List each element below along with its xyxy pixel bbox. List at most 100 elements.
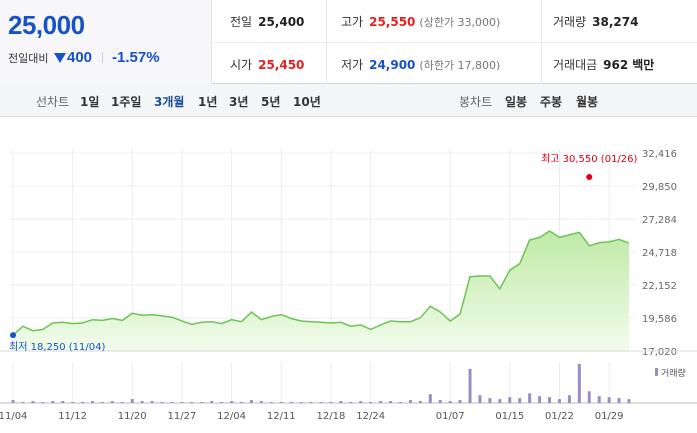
- divider: [212, 42, 697, 43]
- volume-bar: [567, 395, 571, 403]
- stat-unit: 백만: [632, 58, 655, 72]
- x-tick-label: 12/11: [267, 411, 296, 422]
- volume-bar: [150, 401, 154, 403]
- tab-1d[interactable]: 1일: [80, 95, 100, 109]
- x-tick-label: 11/04: [0, 411, 27, 422]
- volume-bar: [299, 402, 303, 403]
- volume-bar: [21, 402, 25, 403]
- y-tick-label: 19,586: [642, 314, 677, 325]
- volume-bar: [408, 400, 412, 403]
- stat-value: 25,550: [369, 15, 416, 29]
- low-marker: [10, 332, 16, 339]
- high-label: 최고 30,550 (01/26): [541, 153, 637, 165]
- volume-bar: [319, 402, 323, 403]
- volume-bar: [498, 399, 502, 403]
- volume-bar: [438, 400, 442, 403]
- stat-value: 25,450: [258, 58, 305, 72]
- volume-bar: [518, 398, 522, 403]
- volume-bar: [508, 397, 512, 403]
- stat-label: 전일: [230, 15, 253, 29]
- volume-bar: [240, 402, 244, 403]
- volume-bar: [428, 394, 432, 403]
- x-tick-label: 12/18: [317, 411, 346, 422]
- high-marker: [586, 173, 593, 180]
- volume-bar: [597, 396, 601, 403]
- change-amount: 400: [66, 49, 93, 66]
- volume-bar: [100, 402, 104, 403]
- low-label: 최저 18,250 (11/04): [9, 341, 105, 353]
- change-label: 전일대비: [8, 52, 49, 65]
- volume-bar: [31, 401, 35, 403]
- volume-bar: [170, 402, 174, 403]
- tab-5y[interactable]: 5년: [261, 95, 281, 109]
- tab-daily-candle[interactable]: 일봉: [505, 95, 528, 109]
- x-tick-label: 11/20: [118, 411, 147, 422]
- down-triangle-icon: [53, 53, 66, 63]
- x-tick-label: 11/12: [58, 411, 87, 422]
- volume-bar: [289, 402, 293, 403]
- volume-bar: [41, 402, 45, 403]
- volume-bar: [279, 402, 283, 403]
- tab-1w[interactable]: 1주일: [111, 95, 142, 109]
- divider: [101, 52, 103, 63]
- volume-bar: [180, 402, 184, 403]
- stat-label: 시가: [230, 58, 253, 72]
- y-tick-label: 17,020: [642, 347, 677, 358]
- stat-label: 거래량: [553, 15, 587, 29]
- volume-legend-label: 거래량: [661, 367, 686, 379]
- y-tick-label: 22,152: [642, 281, 677, 292]
- volume-bar: [369, 402, 373, 403]
- volume-bar: [329, 402, 333, 403]
- stat-label: 저가: [341, 58, 364, 72]
- price-chart: 32,416 29,850 27,284 24,718 22,152 19,586 17,0…: [0, 149, 697, 422]
- price-change: 전일대비 400 -1.57%: [8, 49, 160, 66]
- volume-bar: [359, 401, 363, 403]
- x-tick-label: 01/07: [436, 411, 465, 422]
- change-percent: -1.57%: [112, 49, 160, 66]
- volume-bar: [51, 401, 55, 403]
- volume-bar: [81, 402, 85, 403]
- volume-legend-swatch: [655, 368, 658, 376]
- stat-label: 고가: [341, 15, 364, 29]
- volume-bar: [617, 398, 621, 403]
- candle-chart-caption: 봉차트: [459, 95, 493, 109]
- quote-summary: 25,000 전일대비 400 -1.57% 전일 25,400 고가 25,550…: [0, 0, 697, 84]
- volume-bar: [548, 397, 552, 403]
- tab-weekly-candle[interactable]: 주봉: [540, 95, 563, 109]
- volume-bar: [190, 402, 194, 403]
- volume-bar: [110, 401, 114, 403]
- x-tick-label: 12/04: [217, 411, 246, 422]
- volume-bar: [120, 402, 124, 403]
- volume-bar: [339, 401, 343, 403]
- volume-bar: [160, 402, 164, 403]
- price-box: 25,000 전일대비 400 -1.57%: [0, 0, 212, 84]
- x-tick-label: 12/24: [356, 411, 385, 422]
- tab-monthly-candle[interactable]: 월봉: [576, 95, 599, 109]
- volume-bar: [11, 400, 15, 403]
- volume-bar: [478, 395, 482, 403]
- volume-bar: [379, 401, 383, 403]
- line-chart-caption: 선차트: [36, 95, 70, 109]
- stat-high: 고가 25,550 (상한가 33,000): [341, 13, 500, 30]
- stat-label: 거래대금: [553, 58, 598, 72]
- volume-bar: [61, 401, 65, 403]
- volume-bar: [309, 402, 313, 403]
- y-tick-label: 29,850: [642, 182, 677, 193]
- x-tick-label: 01/22: [545, 411, 574, 422]
- volume-bar: [140, 401, 144, 403]
- volume-bar: [130, 399, 134, 403]
- stat-volume: 거래량 38,274: [553, 13, 638, 30]
- x-tick-label: 01/15: [495, 411, 524, 422]
- tab-10y[interactable]: 10년: [293, 95, 321, 109]
- tab-3y[interactable]: 3년: [229, 95, 249, 109]
- y-tick-label: 32,416: [642, 149, 677, 160]
- volume-bar: [468, 368, 472, 403]
- volume-bar: [200, 402, 204, 403]
- volume-bar: [557, 399, 561, 403]
- volume-bar: [538, 396, 542, 403]
- volume-bar: [448, 401, 452, 403]
- stat-trade-value: 거래대금 962 백만: [553, 56, 654, 73]
- stat-value: 962: [603, 58, 629, 72]
- tab-3m[interactable]: 3개월: [154, 95, 185, 109]
- tab-1y[interactable]: 1년: [198, 95, 218, 109]
